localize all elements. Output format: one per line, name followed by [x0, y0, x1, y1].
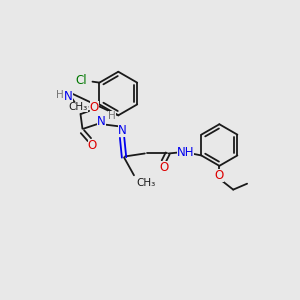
Text: N: N — [64, 89, 73, 103]
Text: N: N — [97, 115, 106, 128]
Text: O: O — [88, 139, 97, 152]
Text: O: O — [90, 101, 99, 114]
Text: Cl: Cl — [75, 74, 86, 87]
Text: NH: NH — [177, 146, 194, 159]
Text: CH₃: CH₃ — [68, 102, 88, 112]
Text: O: O — [159, 161, 168, 174]
Text: H: H — [108, 111, 116, 121]
Text: O: O — [215, 169, 224, 182]
Text: N: N — [118, 124, 126, 137]
Text: H: H — [56, 90, 64, 100]
Text: CH₃: CH₃ — [136, 178, 155, 188]
